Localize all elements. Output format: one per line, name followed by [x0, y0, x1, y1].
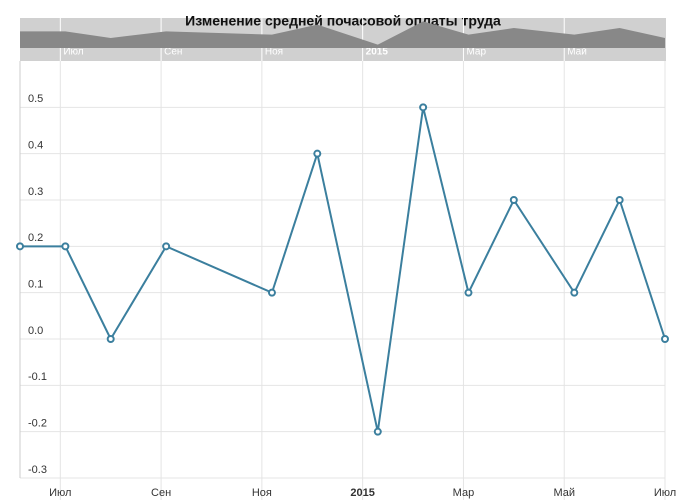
x-tick-label: Май	[553, 487, 575, 499]
point	[373, 427, 382, 436]
y-tick-label: 0.2	[28, 232, 43, 244]
chart-title: Изменение средней почасовой оплаты труда	[185, 13, 501, 29]
x-tick-label: Мар	[453, 487, 475, 499]
y-tick-label: 0.0	[28, 325, 43, 337]
y-tick-label: 0.3	[28, 186, 43, 198]
x-tick-label: Июл	[49, 487, 71, 499]
x-tick-label: Июл	[654, 487, 676, 499]
point	[615, 196, 624, 204]
y-tick-label: 0.5	[28, 93, 43, 105]
point	[267, 288, 276, 297]
point	[419, 103, 428, 112]
point	[570, 288, 579, 297]
point	[61, 242, 70, 251]
x-tick-label: Сен	[151, 487, 171, 499]
y-tick-label: -0.2	[28, 418, 47, 430]
x-tick-label: 2015	[350, 487, 374, 499]
navigator-area	[20, 21, 665, 48]
navigator-label: 2015	[366, 47, 389, 58]
y-tick-label: 0.4	[28, 140, 43, 152]
navigator-label: Сен	[164, 47, 182, 58]
point	[106, 335, 115, 343]
point	[16, 242, 24, 251]
point	[509, 196, 518, 204]
navigator-label: Ноя	[265, 47, 283, 58]
point	[162, 242, 171, 251]
navigator-label: Июл	[63, 47, 83, 58]
y-tick-label: -0.1	[28, 371, 47, 383]
line	[20, 107, 666, 432]
navigator-label: Мар	[466, 47, 486, 58]
point	[464, 288, 473, 297]
navigator-label: Май	[567, 47, 587, 58]
point	[661, 335, 669, 343]
point	[313, 149, 322, 158]
y-tick-label: -0.3	[28, 464, 47, 476]
y-tick-label: 0.1	[28, 279, 43, 291]
x-tick-label: Ноя	[252, 487, 272, 499]
